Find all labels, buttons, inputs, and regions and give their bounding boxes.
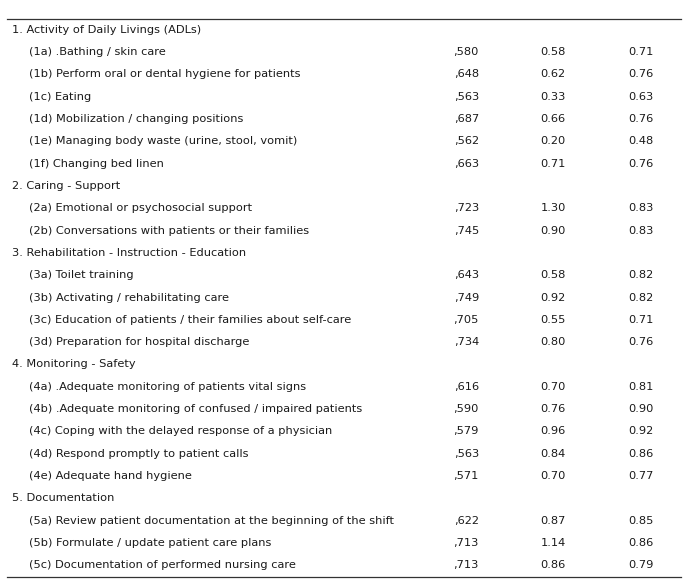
Text: (3b) Activating / rehabilitating care: (3b) Activating / rehabilitating care xyxy=(29,292,229,302)
Text: 3. Rehabilitation - Instruction - Education: 3. Rehabilitation - Instruction - Educat… xyxy=(12,248,246,258)
Text: (2a) Emotional or psychosocial support: (2a) Emotional or psychosocial support xyxy=(29,203,252,213)
Text: (1d) Mobilization / changing positions: (1d) Mobilization / changing positions xyxy=(29,114,244,124)
Text: 0.86: 0.86 xyxy=(628,538,654,548)
Text: ,749: ,749 xyxy=(453,292,479,302)
Text: (1b) Perform oral or dental hygiene for patients: (1b) Perform oral or dental hygiene for … xyxy=(29,69,301,79)
Text: (4e) Adequate hand hygiene: (4e) Adequate hand hygiene xyxy=(29,471,192,481)
Text: ,663: ,663 xyxy=(453,158,479,168)
Text: 0.90: 0.90 xyxy=(628,404,654,414)
Text: 0.76: 0.76 xyxy=(628,114,654,124)
Text: 4. Monitoring - Safety: 4. Monitoring - Safety xyxy=(12,359,136,369)
Text: 0.83: 0.83 xyxy=(628,203,654,213)
Text: 0.82: 0.82 xyxy=(628,270,654,280)
Text: 0.55: 0.55 xyxy=(540,315,566,325)
Text: 0.92: 0.92 xyxy=(540,292,566,302)
Text: 0.86: 0.86 xyxy=(628,449,654,459)
Text: 0.71: 0.71 xyxy=(540,158,566,168)
Text: (5b) Formulate / update patient care plans: (5b) Formulate / update patient care pla… xyxy=(29,538,272,548)
Text: ,734: ,734 xyxy=(453,337,479,347)
Text: 0.71: 0.71 xyxy=(628,47,654,57)
Text: (1e) Managing body waste (urine, stool, vomit): (1e) Managing body waste (urine, stool, … xyxy=(29,136,297,146)
Text: ,562: ,562 xyxy=(453,136,479,146)
Text: ,563: ,563 xyxy=(453,92,479,102)
Text: ,723: ,723 xyxy=(453,203,479,213)
Text: (5a) Review patient documentation at the beginning of the shift: (5a) Review patient documentation at the… xyxy=(29,516,394,526)
Text: 0.92: 0.92 xyxy=(628,426,654,437)
Text: (3c) Education of patients / their families about self-care: (3c) Education of patients / their famil… xyxy=(29,315,352,325)
Text: (4b) .Adequate monitoring of confused / impaired patients: (4b) .Adequate monitoring of confused / … xyxy=(29,404,363,414)
Text: 1.14: 1.14 xyxy=(540,538,566,548)
Text: 5. Documentation: 5. Documentation xyxy=(12,494,115,504)
Text: ,713: ,713 xyxy=(453,561,479,571)
Text: 0.62: 0.62 xyxy=(541,69,566,79)
Text: ,563: ,563 xyxy=(453,449,479,459)
Text: 0.76: 0.76 xyxy=(628,69,654,79)
Text: ,643: ,643 xyxy=(453,270,479,280)
Text: 0.71: 0.71 xyxy=(628,315,654,325)
Text: (4c) Coping with the delayed response of a physician: (4c) Coping with the delayed response of… xyxy=(29,426,332,437)
Text: 0.33: 0.33 xyxy=(540,92,566,102)
Text: 0.82: 0.82 xyxy=(628,292,654,302)
Text: ,648: ,648 xyxy=(453,69,479,79)
Text: 0.76: 0.76 xyxy=(540,404,566,414)
Text: 0.58: 0.58 xyxy=(540,47,566,57)
Text: (3a) Toilet training: (3a) Toilet training xyxy=(29,270,133,280)
Text: 0.86: 0.86 xyxy=(540,561,566,571)
Text: ,622: ,622 xyxy=(454,516,479,526)
Text: 0.66: 0.66 xyxy=(541,114,566,124)
Text: 0.77: 0.77 xyxy=(628,471,654,481)
Text: 0.70: 0.70 xyxy=(540,471,566,481)
Text: ,580: ,580 xyxy=(453,47,479,57)
Text: (2b) Conversations with patients or their families: (2b) Conversations with patients or thei… xyxy=(29,225,309,235)
Text: 1.30: 1.30 xyxy=(540,203,566,213)
Text: 0.76: 0.76 xyxy=(628,337,654,347)
Text: 0.58: 0.58 xyxy=(540,270,566,280)
Text: 1. Activity of Daily Livings (ADLs): 1. Activity of Daily Livings (ADLs) xyxy=(12,25,202,35)
Text: (3d) Preparation for hospital discharge: (3d) Preparation for hospital discharge xyxy=(29,337,250,347)
Text: 0.84: 0.84 xyxy=(540,449,566,459)
Text: 0.63: 0.63 xyxy=(628,92,654,102)
Text: 0.85: 0.85 xyxy=(628,516,654,526)
Text: 0.87: 0.87 xyxy=(540,516,566,526)
Text: 0.83: 0.83 xyxy=(628,225,654,235)
Text: 0.80: 0.80 xyxy=(540,337,566,347)
Text: ,745: ,745 xyxy=(453,225,479,235)
Text: 0.96: 0.96 xyxy=(540,426,566,437)
Text: 0.48: 0.48 xyxy=(628,136,654,146)
Text: ,579: ,579 xyxy=(453,426,479,437)
Text: (1a) .Bathing / skin care: (1a) .Bathing / skin care xyxy=(29,47,166,57)
Text: 0.90: 0.90 xyxy=(540,225,566,235)
Text: ,590: ,590 xyxy=(453,404,479,414)
Text: 0.76: 0.76 xyxy=(628,158,654,168)
Text: ,713: ,713 xyxy=(453,538,479,548)
Text: 0.20: 0.20 xyxy=(540,136,566,146)
Text: (4d) Respond promptly to patient calls: (4d) Respond promptly to patient calls xyxy=(29,449,248,459)
Text: ,705: ,705 xyxy=(453,315,479,325)
Text: (5c) Documentation of performed nursing care: (5c) Documentation of performed nursing … xyxy=(29,561,296,571)
Text: 0.81: 0.81 xyxy=(628,382,654,392)
Text: (1f) Changing bed linen: (1f) Changing bed linen xyxy=(29,158,164,168)
Text: ,687: ,687 xyxy=(453,114,479,124)
Text: (4a) .Adequate monitoring of patients vital signs: (4a) .Adequate monitoring of patients vi… xyxy=(29,382,306,392)
Text: 2. Caring - Support: 2. Caring - Support xyxy=(12,181,120,191)
Text: 0.79: 0.79 xyxy=(628,561,654,571)
Text: ,616: ,616 xyxy=(453,382,479,392)
Text: 0.70: 0.70 xyxy=(540,382,566,392)
Text: (1c) Eating: (1c) Eating xyxy=(29,92,92,102)
Text: ,571: ,571 xyxy=(453,471,479,481)
